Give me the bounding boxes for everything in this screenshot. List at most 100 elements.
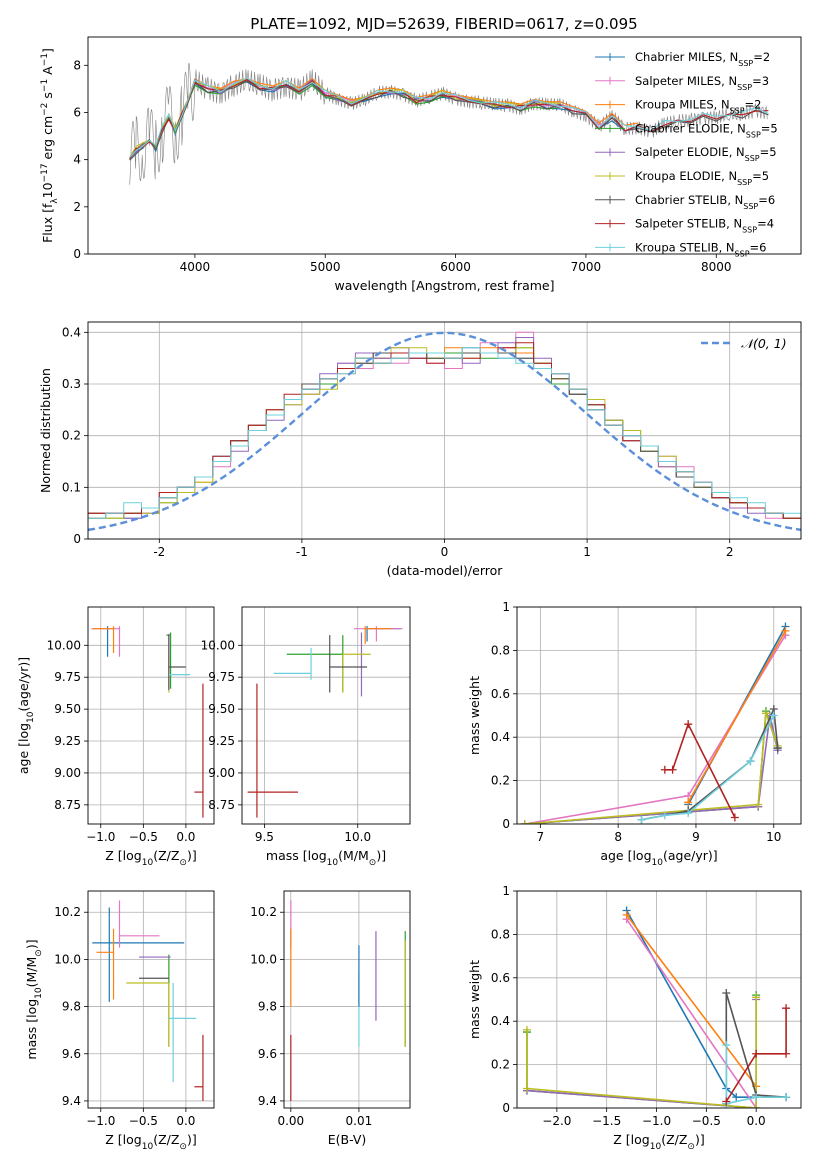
y-tick-label: 0.2 — [491, 774, 510, 788]
legend-label: Kroupa STELIB, NSSP=6 — [635, 240, 766, 258]
legend-sub: SSP — [745, 154, 760, 163]
plot-area — [91, 626, 204, 818]
y-tick-label: 0 — [73, 247, 81, 261]
x-tick-label: 6000 — [440, 260, 471, 274]
x-tick-label: 1 — [583, 545, 591, 559]
weight-point-marker — [781, 626, 790, 635]
weight-point-marker — [684, 720, 693, 729]
x-axis-label-part: 10 — [142, 858, 154, 868]
weight-point-marker — [761, 709, 770, 718]
legend-text: Chabrier ELODIE, N — [635, 121, 746, 135]
y-axis-label-part: −1 — [40, 53, 50, 66]
axes-frame — [516, 890, 802, 1109]
legend-text: =6 — [758, 193, 775, 207]
x-axis-label: wavelength [Angstrom, rest frame] — [334, 278, 554, 293]
x-tick-label: −0.5 — [692, 1114, 721, 1128]
x-axis-label-part: (data-model)/error — [387, 563, 504, 578]
x-tick-label: 2 — [726, 545, 734, 559]
y-tick-label: 0.8 — [491, 927, 510, 941]
axes-frame — [87, 890, 215, 1109]
panel-age-vs-mass: 9.5 10.0 8.75 9.00 9.25 9.50 9.75 10.00 mass [lo… — [201, 606, 411, 868]
x-axis-label: Z [log10(Z/Z⊙)] — [105, 1132, 196, 1152]
x-tick-label: 10 — [766, 830, 781, 844]
x-tick-label: 0.00 — [277, 1114, 304, 1128]
x-axis-label-part: ⊙ — [179, 1142, 187, 1152]
weight-point-marker — [782, 1093, 791, 1102]
legend-text: Chabrier STELIB, N — [635, 193, 743, 207]
legend-label: 𝒩(0, 1) — [741, 336, 787, 351]
plot-area — [88, 331, 801, 539]
y-axis-label-part: Flux [ — [40, 208, 55, 243]
y-tick-label: 0.3 — [62, 377, 81, 391]
y-tick-label: 0.6 — [491, 687, 510, 701]
y-axis-label: Normed distribution — [38, 368, 53, 493]
legend-text: Kroupa STELIB, N — [635, 240, 735, 254]
y-tick-label: 1 — [502, 884, 510, 898]
weight-point-marker — [730, 813, 739, 822]
y-axis-label-part: s — [40, 92, 55, 103]
axes-frame — [87, 606, 215, 825]
plot-area — [129, 62, 769, 185]
legend-label: Salpeter MILES, NSSP=3 — [635, 74, 769, 92]
x-axis-label-part: 10 — [652, 858, 664, 868]
y-tick-label: 9.4 — [62, 1094, 81, 1108]
y-tick-label: 9.50 — [54, 702, 81, 716]
x-axis-label-part: age [log — [600, 848, 651, 863]
x-tick-label: 7000 — [571, 260, 602, 274]
x-tick-label: -1 — [296, 545, 308, 559]
y-axis-label-part: )] — [24, 939, 39, 949]
panel-mass-vs-EBV: 0.00 0.01 9.4 9.6 9.8 10.0 10.2 E(B-V) — [250, 890, 411, 1147]
weight-point-marker — [732, 1093, 741, 1102]
y-tick-label: 9.6 — [258, 1047, 277, 1061]
weight-point-marker — [622, 910, 631, 919]
legend-text: =5 — [760, 145, 777, 159]
x-axis-label-part: (age/yr)] — [663, 848, 718, 863]
legend-text: Salpeter STELIB, N — [635, 217, 742, 231]
legend-sub: SSP — [742, 225, 757, 234]
x-tick-label: 9 — [692, 830, 700, 844]
legend-text: Salpeter ELODIE, N — [635, 145, 745, 159]
x-tick-label: −1.0 — [86, 830, 115, 844]
y-tick-label: 6 — [73, 105, 81, 119]
x-tick-label: 4000 — [180, 260, 211, 274]
x-axis-label-part: ⊙ — [179, 858, 187, 868]
y-axis-label-part: −17 — [40, 163, 50, 182]
legend-text: Chabrier MILES, N — [635, 50, 738, 64]
x-axis-label-part: )] — [376, 848, 386, 863]
x-tick-label: 0.0 — [176, 830, 195, 844]
legend-sub: SSP — [730, 106, 745, 115]
x-axis-label-part: ( — [153, 1132, 158, 1147]
y-tick-label: 9.8 — [62, 1000, 81, 1014]
weight-point-marker — [782, 1004, 791, 1013]
y-axis-label-part: age [log — [16, 723, 31, 774]
weight-point-marker — [746, 757, 755, 766]
x-axis-label-part: ( — [153, 848, 158, 863]
y-tick-label: 10.0 — [250, 952, 277, 966]
plot-area — [247, 626, 403, 818]
y-axis-label-part: ⊙ — [34, 949, 44, 957]
x-tick-label: 0.0 — [176, 1114, 195, 1128]
x-axis-label: age [log10(age/yr)] — [600, 848, 717, 868]
y-tick-label: 0.4 — [491, 1014, 510, 1028]
y-tick-label: 0.6 — [491, 971, 510, 985]
y-axis-label: age [log10(age/yr)] — [16, 657, 36, 774]
weight-series-line — [625, 918, 757, 1108]
y-axis-label-part: mass weight — [467, 676, 482, 755]
x-axis-label-part: 10 — [142, 1142, 154, 1152]
y-axis-label-part: A — [40, 66, 55, 79]
weight-point-marker — [520, 820, 529, 824]
weight-point-marker — [522, 1025, 531, 1034]
x-tick-label: −2.0 — [542, 1114, 571, 1128]
x-axis-label-part: )] — [187, 848, 197, 863]
panel-residuals: -2 -1 0 1 2 0 0.1 0.2 0.3 0.4 𝒩(0, 1) (data-model)/… — [38, 321, 802, 578]
x-axis-label: Z [log10(Z/Z⊙)] — [613, 1132, 704, 1152]
x-tick-label: −0.5 — [129, 830, 158, 844]
plot-area — [290, 900, 406, 1101]
y-tick-label: 9.00 — [54, 766, 81, 780]
x-axis-label-part: )] — [695, 1132, 705, 1147]
x-axis-label-part: Z [log — [105, 1132, 141, 1147]
legend-text: =6 — [750, 240, 767, 254]
legend-text: =4 — [757, 217, 774, 231]
